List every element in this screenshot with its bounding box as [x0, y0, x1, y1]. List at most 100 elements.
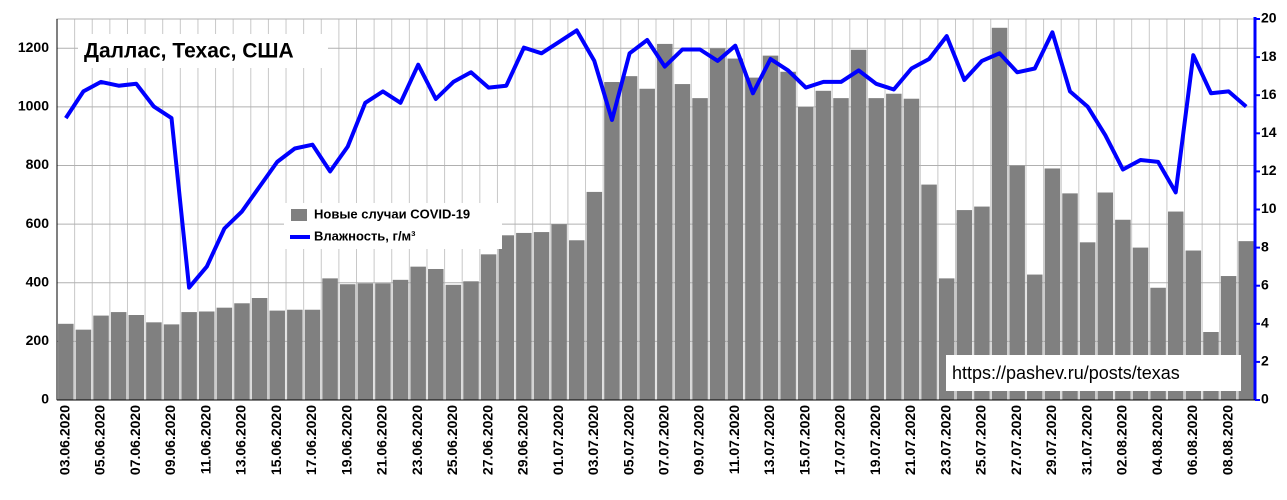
- bar: [128, 315, 145, 400]
- x-tick-label: 02.08.2020: [1114, 405, 1130, 475]
- x-tick-label: 07.07.2020: [656, 405, 672, 475]
- chart-title: Даллас, Техас, США: [84, 40, 294, 63]
- x-tick-label: 06.08.2020: [1184, 405, 1200, 475]
- annotation-box: [946, 355, 1241, 391]
- overlay: 0 200 400 600 800 1000 1200 0 2 4 6 8 10 12 14 16 18 20 03…: [18, 10, 1277, 475]
- bar: [375, 283, 391, 400]
- y-tick-label: 0: [41, 391, 49, 407]
- bar: [868, 98, 884, 400]
- bar: [498, 235, 515, 400]
- x-tick-label: 15.07.2020: [796, 405, 812, 475]
- x-tick-label: 27.06.2020: [479, 405, 495, 475]
- bar: [991, 27, 1008, 401]
- bar: [621, 76, 638, 401]
- bar: [692, 98, 708, 400]
- x-tick-label: 13.07.2020: [761, 405, 777, 475]
- bar: [357, 283, 374, 400]
- bar: [956, 210, 973, 400]
- y2-tick-label: 2: [1261, 353, 1269, 369]
- x-tick-label: 03.07.2020: [585, 405, 601, 475]
- x-tick-label: 25.06.2020: [444, 405, 460, 475]
- y2-tick-label: 14: [1261, 124, 1277, 140]
- grid: [56, 18, 1256, 401]
- bar: [657, 43, 673, 401]
- bar: [903, 98, 920, 401]
- legend-box: [284, 203, 502, 249]
- bar: [568, 240, 585, 400]
- y2-tick-label: 10: [1261, 200, 1277, 216]
- bar: [639, 88, 655, 400]
- bars: [58, 27, 1254, 401]
- y-tick-label: 1200: [18, 39, 49, 55]
- x-tick-label: 21.07.2020: [902, 405, 918, 475]
- y2-tick-label: 6: [1261, 276, 1269, 292]
- x-tick-label: 17.06.2020: [303, 405, 319, 475]
- x-tick-label: 05.07.2020: [620, 405, 636, 475]
- x-tick-label: 29.07.2020: [1043, 405, 1059, 475]
- bar: [163, 324, 180, 400]
- x-tick-label: 23.06.2020: [409, 405, 425, 475]
- x-tick-label: 11.07.2020: [726, 405, 742, 475]
- x-tick-label: 21.06.2020: [374, 405, 390, 475]
- y2-tick-label: 18: [1261, 48, 1277, 64]
- x-tick-label: 08.08.2020: [1219, 405, 1235, 475]
- bar: [1115, 219, 1131, 400]
- bar: [304, 309, 321, 400]
- x-tick-label: 15.06.2020: [268, 405, 284, 475]
- bar: [551, 224, 567, 400]
- bar: [674, 84, 691, 400]
- bar: [1238, 241, 1254, 400]
- bar: [797, 106, 814, 400]
- x-tick-label: 29.06.2020: [515, 405, 531, 475]
- bar: [181, 312, 197, 400]
- y-tick-label: 1000: [18, 98, 49, 114]
- y2-tick-label: 16: [1261, 86, 1277, 102]
- y-tick-label: 200: [26, 332, 50, 348]
- y-tick-label: 400: [26, 273, 50, 289]
- bar: [604, 82, 620, 400]
- y2-tick-label: 12: [1261, 162, 1277, 178]
- bar: [146, 322, 162, 400]
- bar: [445, 284, 462, 400]
- legend-label: Новые случаи COVID-19: [314, 206, 470, 221]
- x-tick-label: 04.08.2020: [1149, 405, 1165, 475]
- x-tick-label: 25.07.2020: [973, 405, 989, 475]
- bar: [392, 279, 409, 400]
- annotation: https://pashev.ru/posts/texas: [952, 363, 1180, 383]
- bar: [780, 71, 796, 400]
- bar: [1097, 192, 1114, 400]
- line: [64, 28, 1248, 290]
- x-tick-label: 09.07.2020: [691, 405, 707, 475]
- y-tick-label: 600: [26, 215, 50, 231]
- x-tick-label: 19.06.2020: [338, 405, 354, 475]
- bar: [75, 329, 92, 400]
- x-tick-label: 19.07.2020: [867, 405, 883, 475]
- y2-tick-label: 4: [1261, 315, 1269, 331]
- bar: [93, 315, 109, 400]
- x-tick-label: 11.06.2020: [197, 405, 213, 475]
- bar: [198, 311, 215, 400]
- bar: [463, 281, 479, 400]
- bar: [251, 298, 268, 400]
- bar: [1044, 168, 1061, 400]
- bar: [269, 310, 285, 400]
- y2-tick-label: 0: [1261, 391, 1269, 407]
- x-tick-label: 03.06.2020: [57, 405, 73, 475]
- bar: [216, 307, 233, 400]
- bar: [815, 90, 832, 401]
- bar: [586, 191, 603, 400]
- x-tick-label: 09.06.2020: [162, 405, 178, 475]
- legend-swatch: [291, 209, 307, 221]
- y2-tick-label: 8: [1261, 238, 1269, 254]
- bar: [428, 268, 444, 400]
- bar: [850, 49, 867, 401]
- x-tick-label: 13.06.2020: [233, 405, 249, 475]
- x-tick-label: 23.07.2020: [937, 405, 953, 475]
- bar: [833, 98, 849, 400]
- title-box: [78, 34, 328, 68]
- x-tick-label: 05.06.2020: [92, 405, 108, 475]
- x-tick-label: 07.06.2020: [127, 405, 143, 475]
- bar: [974, 206, 990, 400]
- legend-label: Влажность, г/м³: [314, 228, 416, 243]
